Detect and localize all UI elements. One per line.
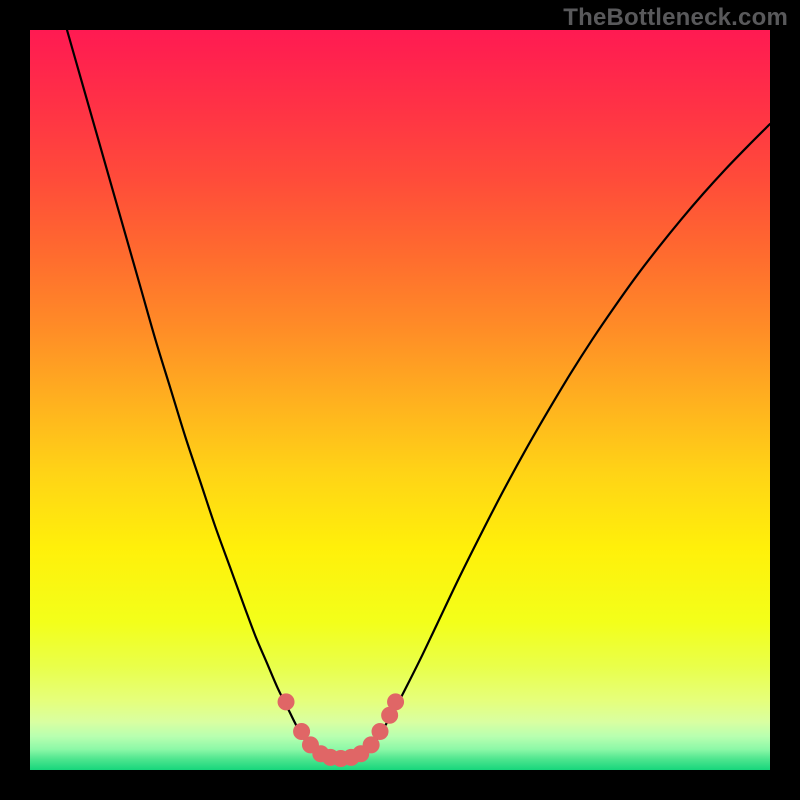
- outer-frame: TheBottleneck.com: [0, 0, 800, 800]
- curve-marker: [372, 724, 388, 740]
- gradient-background: [30, 30, 770, 770]
- plot-area: [30, 30, 770, 770]
- curve-marker: [388, 694, 404, 710]
- curve-marker: [278, 694, 294, 710]
- chart-svg: [30, 30, 770, 770]
- watermark-text: TheBottleneck.com: [563, 4, 788, 32]
